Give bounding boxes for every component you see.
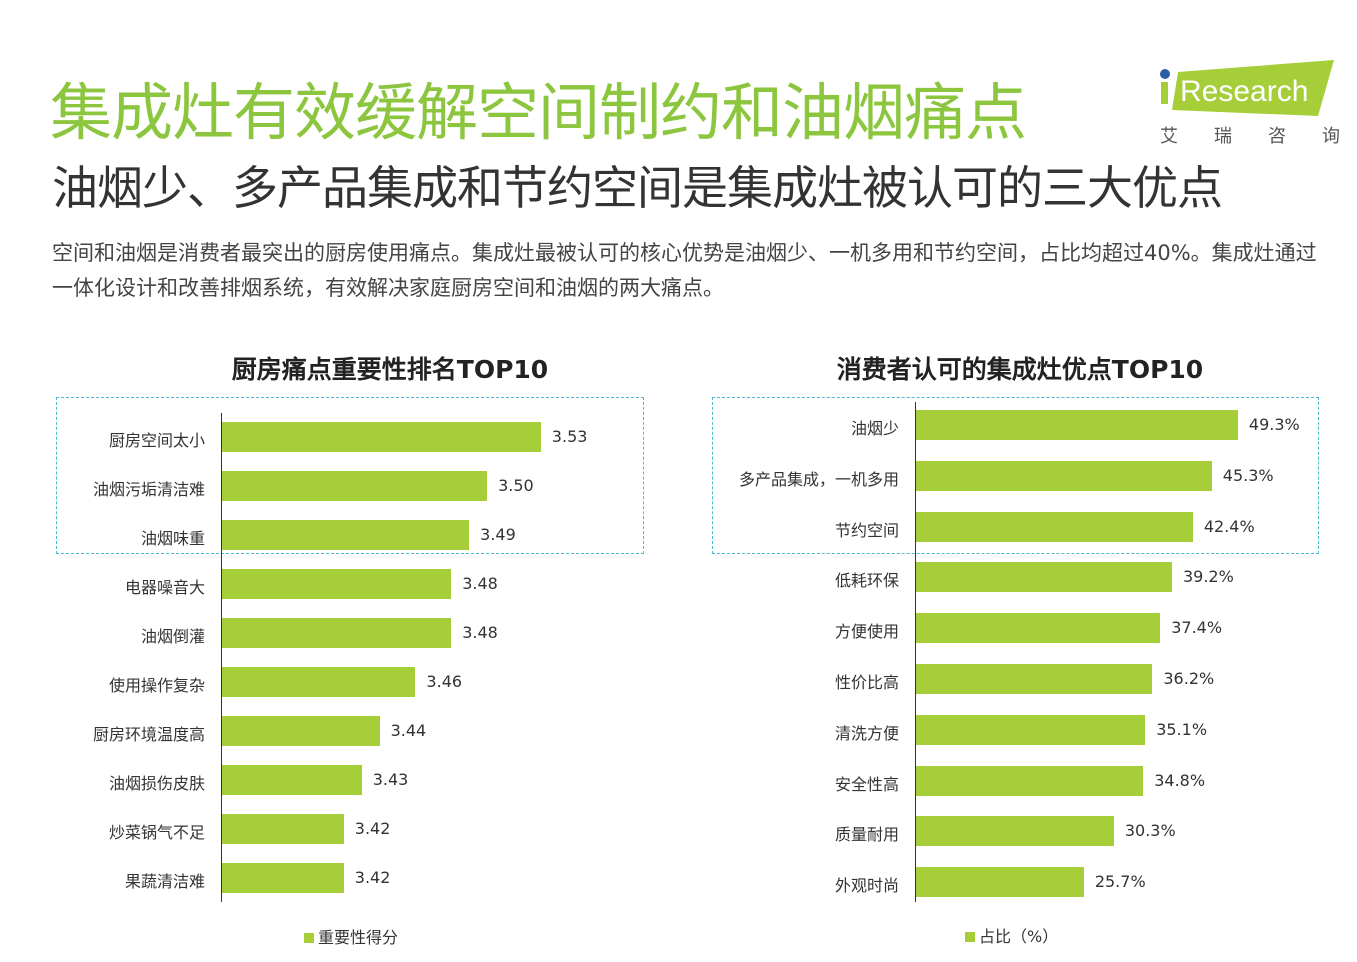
category-label: 油烟倒灌 (140, 627, 205, 646)
data-label: 30.3% (1124, 821, 1176, 841)
bar (916, 410, 1238, 440)
category-label: 外观时尚 (834, 876, 899, 896)
category-label: 电器噪音大 (124, 578, 205, 597)
data-label: 3.53 (551, 427, 588, 446)
category-label: 厨房空间太小 (108, 431, 205, 450)
bar (222, 814, 344, 844)
data-label: 42.4% (1203, 516, 1255, 536)
iresearch-logo: Research (1160, 60, 1334, 116)
category-label: 低耗环保 (834, 571, 899, 591)
category-label: 使用操作复杂 (108, 676, 205, 695)
logo-char: 咨 (1268, 126, 1286, 147)
bar (916, 664, 1153, 694)
bar (916, 460, 1212, 491)
category-label: 果蔬清洁难 (124, 872, 205, 891)
bar (222, 667, 416, 697)
category-label: 油烟少 (850, 419, 899, 438)
legend-label: 占比（%） (979, 927, 1059, 946)
legend-label: 重要性得分 (318, 928, 399, 947)
data-label: 3.48 (462, 574, 498, 593)
bar (222, 471, 488, 501)
svg-text:Research: Research (1180, 75, 1308, 108)
data-label: 45.3% (1222, 465, 1274, 485)
data-label: 3.42 (354, 868, 391, 887)
bar (222, 520, 470, 550)
highlight-box-right (712, 397, 1319, 554)
chart-title-right: 消费者认可的集成灶优点TOP10 (836, 355, 1204, 384)
data-label: 3.50 (498, 476, 534, 495)
bar (222, 863, 344, 893)
chart-title-left: 厨房痛点重要性排名TOP10 (231, 355, 549, 384)
bar (916, 511, 1193, 542)
bar (916, 562, 1172, 593)
bar (222, 569, 452, 599)
category-label: 厨房环境温度高 (92, 725, 205, 744)
bar (222, 618, 452, 648)
category-label: 多产品集成，一机多用 (738, 469, 899, 489)
data-label: 3.42 (354, 819, 391, 838)
logo-char: 瑞 (1214, 126, 1232, 147)
category-label: 节约空间 (834, 520, 899, 540)
data-label: 3.46 (426, 672, 463, 691)
category-label: 油烟味重 (140, 529, 205, 548)
bar (222, 765, 362, 795)
category-label: 清洗方便 (834, 723, 899, 743)
bar (916, 867, 1084, 898)
legend-swatch (965, 932, 975, 942)
data-label: 37.4% (1171, 618, 1223, 638)
data-label: 39.2% (1182, 567, 1234, 587)
bar (916, 714, 1146, 745)
data-label: 3.44 (390, 721, 427, 740)
category-label: 方便使用 (834, 622, 899, 642)
legend-swatch (304, 933, 314, 943)
data-label: 3.48 (462, 623, 498, 642)
data-label: 49.3% (1248, 415, 1300, 434)
category-label: 性价比高 (834, 673, 899, 692)
y-axis-line (915, 402, 916, 902)
legend-left: 重要性得分 (304, 924, 398, 948)
data-label: 3.49 (480, 525, 516, 544)
category-label: 油烟损伤皮肤 (108, 774, 205, 793)
bar (916, 765, 1144, 796)
category-label: 炒菜锅气不足 (108, 823, 205, 842)
category-label: 质量耐用 (834, 825, 899, 845)
data-label: 34.8% (1154, 770, 1206, 790)
data-label: 25.7% (1094, 872, 1146, 892)
bar (916, 816, 1114, 847)
data-label: 36.2% (1163, 669, 1215, 688)
bar (222, 716, 380, 746)
category-label: 油烟污垢清洁难 (92, 480, 205, 499)
bar (916, 613, 1161, 644)
bar (222, 422, 541, 452)
category-label: 安全性高 (834, 774, 899, 794)
page-title: 集成灶有效缓解空间制约和油烟痛点 (50, 76, 1027, 149)
logo-char: 艾 (1160, 126, 1178, 147)
highlight-box-left (56, 397, 644, 554)
page-subtitle: 油烟少、多产品集成和节约空间是集成灶被认可的三大优点 (52, 161, 1223, 215)
data-label: 35.1% (1156, 719, 1208, 739)
logo-char: 询 (1322, 126, 1340, 147)
description: 空间和油烟是消费者最突出的厨房使用痛点。集成灶最被认可的核心优势是油烟少、一机多… (52, 241, 1317, 300)
y-axis-line (221, 413, 222, 902)
logo-chinese: 艾 瑞 咨 询 (1160, 122, 1340, 148)
data-label: 3.43 (372, 770, 409, 789)
legend-right: 占比（%） (965, 923, 1058, 947)
